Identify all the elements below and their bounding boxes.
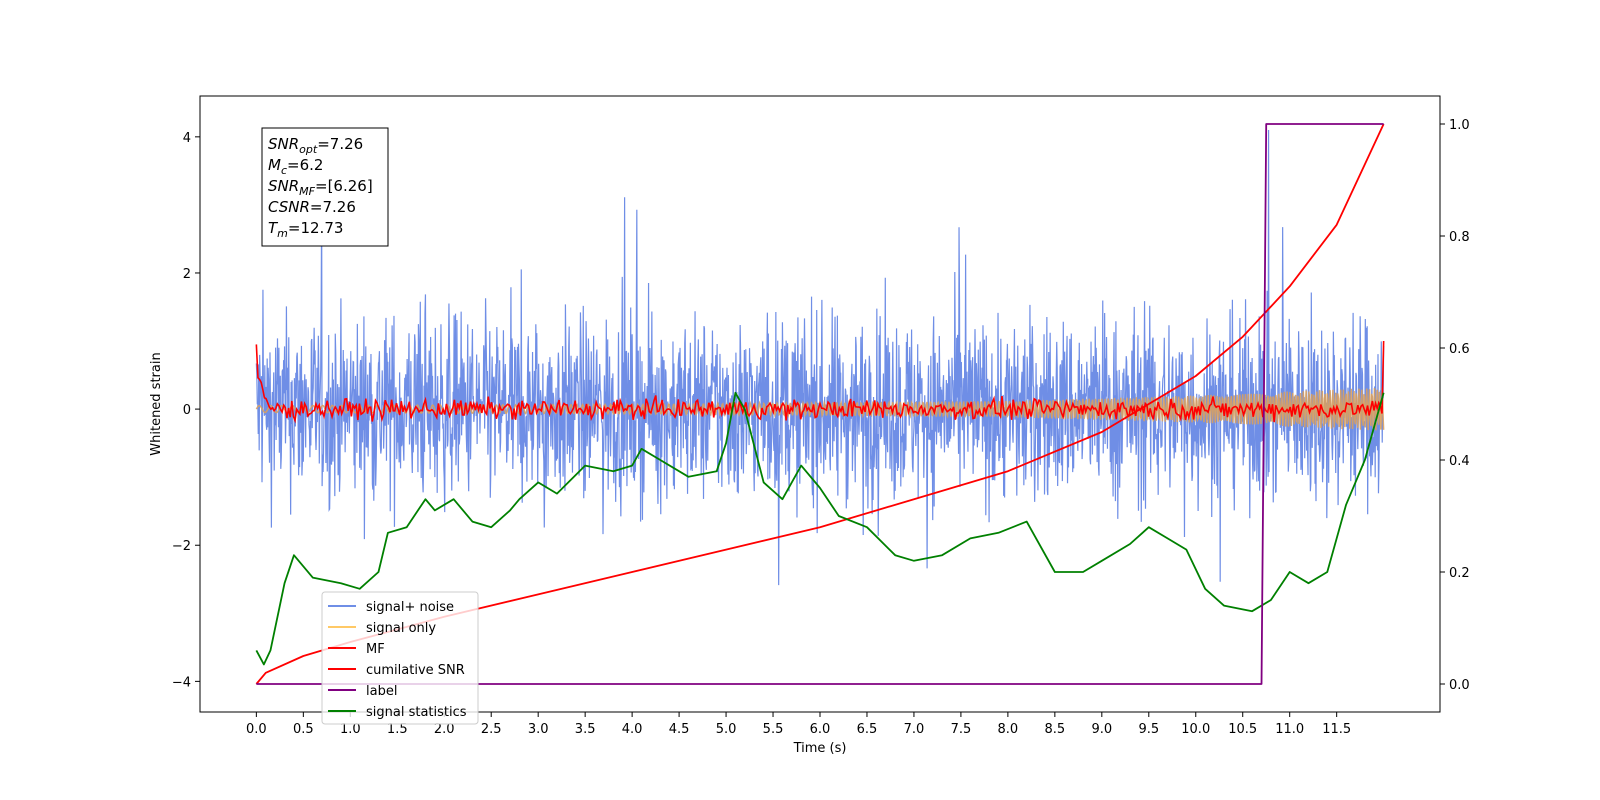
x-tick-label: 7.0 xyxy=(904,722,925,737)
x-tick-label: 8.0 xyxy=(998,722,1019,737)
y-tick-label: 4 xyxy=(183,131,191,146)
info-box-line: Tm=12.73 xyxy=(268,219,343,240)
legend-label: signal only xyxy=(366,621,436,636)
x-tick-label: 2.0 xyxy=(434,722,455,737)
x-tick-label: 6.5 xyxy=(857,722,878,737)
x-tick-label: 10.0 xyxy=(1181,722,1210,737)
series-label-line xyxy=(256,123,1384,685)
y2-tick-label: 0.8 xyxy=(1449,230,1470,245)
x-tick-label: 5.0 xyxy=(716,722,737,737)
x-tick-label: 6.0 xyxy=(810,722,831,737)
y2-tick-label: 0.0 xyxy=(1449,678,1470,693)
series-mf-line xyxy=(255,341,1385,424)
y2-tick-label: 0.4 xyxy=(1449,454,1470,469)
y2-tick-label: 0.6 xyxy=(1449,342,1470,357)
info-box-frame xyxy=(261,127,389,247)
info-box-line: CSNR=7.26 xyxy=(268,198,356,216)
x-tick-label: 1.0 xyxy=(340,722,361,737)
x-tick-label: 1.5 xyxy=(387,722,408,737)
legend-label: signal+ noise xyxy=(366,600,454,615)
x-tick-label: 5.5 xyxy=(763,722,784,737)
legend: signal+ noise signal only MF cumilative SNR… xyxy=(321,591,479,725)
legend-label: MF xyxy=(366,642,385,657)
x-tick-label: 4.5 xyxy=(669,722,690,737)
x-tick-label: 0.0 xyxy=(246,722,267,737)
y-tick-label: −4 xyxy=(172,675,191,690)
info-box-line: SNRMF=[6.26] xyxy=(268,177,373,198)
series-signal-statistics-line xyxy=(255,391,1385,666)
x-tick-label: 11.0 xyxy=(1275,722,1304,737)
legend-label: cumilative SNR xyxy=(366,663,465,678)
x-tick-label: 10.5 xyxy=(1228,722,1257,737)
x-tick-label: 2.5 xyxy=(481,722,502,737)
info-box-line: Mc=6.2 xyxy=(268,156,323,177)
y2-tick-label: 1.0 xyxy=(1449,118,1470,133)
y2-tick-label: 0.2 xyxy=(1449,566,1470,581)
x-tick-label: 0.5 xyxy=(293,722,314,737)
x-tick-label: 9.0 xyxy=(1091,722,1112,737)
legend-label: label xyxy=(366,684,397,699)
series-signal-noise-line xyxy=(255,130,1385,586)
legend-label: signal statistics xyxy=(366,705,467,720)
x-tick-label: 3.5 xyxy=(575,722,596,737)
x-tick-label: 8.5 xyxy=(1045,722,1066,737)
x-tick-label: 11.5 xyxy=(1322,722,1351,737)
info-box-line: SNRopt=7.26 xyxy=(268,135,363,156)
x-tick-label: 7.5 xyxy=(951,722,972,737)
x-tick-label: 3.0 xyxy=(528,722,549,737)
y-tick-label: −2 xyxy=(172,539,191,554)
legend-frame xyxy=(321,591,479,725)
x-axis-label: Time (s) xyxy=(793,741,847,756)
y-axis-label: Whitened strain xyxy=(149,352,164,455)
y-tick-label: 2 xyxy=(183,267,191,282)
x-tick-label: 4.0 xyxy=(622,722,643,737)
y-tick-label: 0 xyxy=(183,403,191,418)
x-tick-label: 9.5 xyxy=(1138,722,1159,737)
